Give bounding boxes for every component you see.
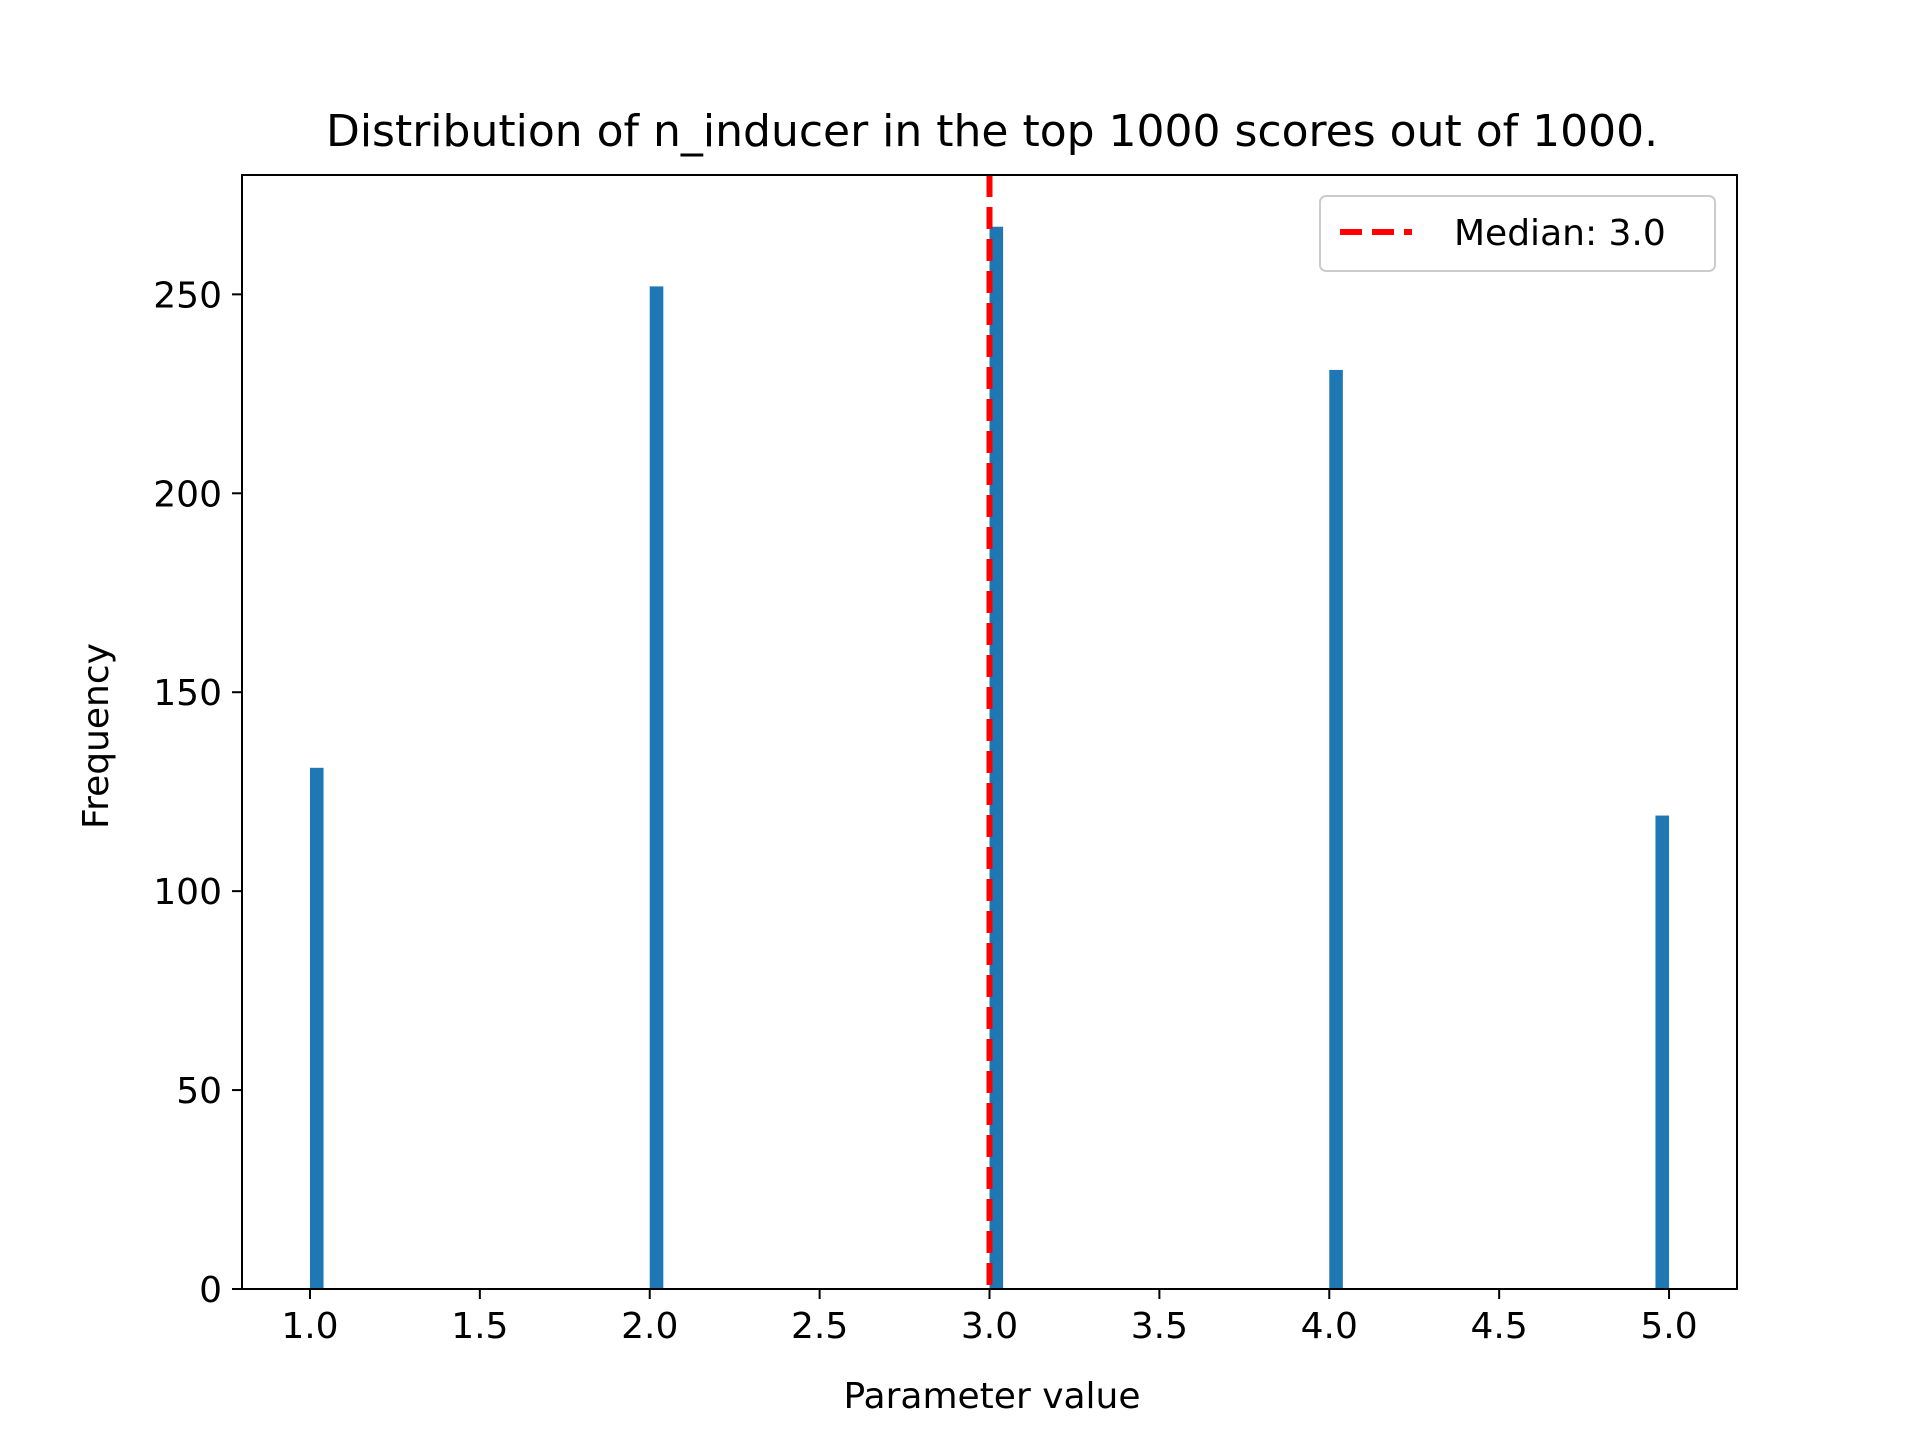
x-tick-label: 4.0 — [1301, 1306, 1358, 1347]
y-tick-label: 50 — [176, 1071, 222, 1112]
x-axis-label: Parameter value — [843, 1376, 1140, 1417]
x-tick-label: 1.0 — [281, 1306, 338, 1347]
y-tick-label: 200 — [153, 474, 222, 515]
y-tick-label: 0 — [199, 1270, 222, 1311]
y-axis: 0 50 100 150 200 250 — [153, 275, 242, 1311]
x-tick-label: 4.5 — [1471, 1306, 1528, 1347]
x-axis: 1.0 1.5 2.0 2.5 3.0 3.5 4.0 4.5 5.0 — [281, 1289, 1698, 1347]
legend-box — [1319, 195, 1716, 272]
bar-4 — [1329, 369, 1343, 1289]
chart-title: Distribution of n_inducer in the top 100… — [326, 106, 1658, 157]
bar-2 — [649, 286, 664, 1289]
x-tick-label: 5.0 — [1640, 1306, 1697, 1347]
y-tick-label: 100 — [153, 872, 222, 913]
legend: Median: 3.0 — [1319, 195, 1716, 272]
x-tick-label: 2.0 — [621, 1306, 678, 1347]
y-tick-label: 150 — [153, 673, 222, 714]
bar-5 — [1655, 815, 1670, 1289]
x-tick-label: 3.0 — [961, 1306, 1018, 1347]
x-tick-label: 2.5 — [791, 1306, 848, 1347]
y-tick-label: 250 — [153, 275, 222, 316]
x-tick-label: 1.5 — [451, 1306, 508, 1347]
y-axis-label: Frequency — [76, 643, 117, 829]
bars-layer — [309, 226, 1670, 1289]
legend-label-median: Median: 3.0 — [1454, 213, 1666, 254]
x-tick-label: 3.5 — [1131, 1306, 1188, 1347]
bar-3 — [989, 226, 1004, 1289]
bar-1 — [309, 767, 324, 1289]
